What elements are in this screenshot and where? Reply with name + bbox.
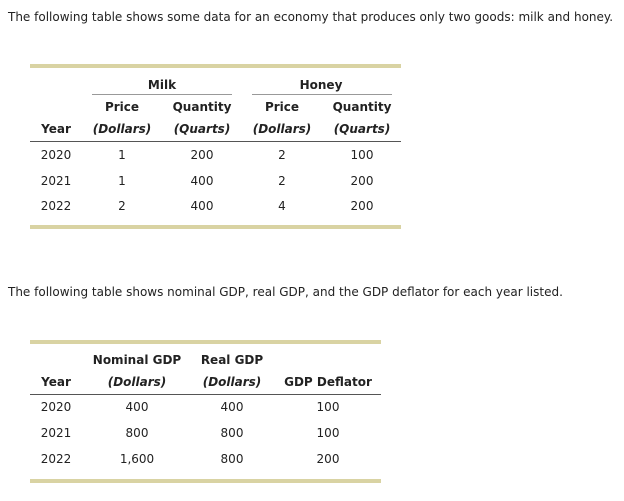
table-cell: 400 — [220, 400, 244, 414]
column-header: (Dollars) — [107, 375, 167, 389]
column-header: Real GDP — [200, 353, 264, 367]
table-cell: 100 — [350, 148, 374, 162]
column-header: Quantity — [172, 100, 232, 114]
column-header: Year — [41, 375, 71, 389]
column-header: Year — [41, 122, 71, 136]
column-header: Price — [104, 100, 140, 114]
table-cell: 2020 — [40, 400, 72, 414]
table-border — [30, 64, 401, 68]
table-cell: 800 — [125, 426, 149, 440]
table-cell: 2 — [118, 199, 126, 213]
table-cell: 200 — [350, 199, 374, 213]
table-border — [30, 479, 381, 483]
group-header: Honey — [299, 78, 343, 92]
table-cell: 2021 — [40, 426, 72, 440]
table-cell: 1 — [118, 173, 126, 188]
column-header: (Dollars) — [92, 122, 152, 136]
table-cell: 1 — [118, 148, 126, 162]
table-border — [30, 340, 381, 344]
group-rule — [92, 94, 232, 95]
table-cell: 800 — [220, 452, 244, 466]
table-cell: 2 — [278, 148, 286, 162]
table-cell: 100 — [316, 400, 340, 414]
table-cell: 2021 — [40, 173, 72, 188]
table-cell: 200 — [190, 148, 214, 162]
table-cell: 400 — [190, 199, 214, 213]
table-cell: 800 — [220, 426, 244, 440]
column-header: (Quarts) — [333, 122, 391, 136]
group-rule — [252, 94, 392, 95]
column-header: (Dollars) — [252, 122, 312, 136]
column-header: Nominal GDP — [92, 353, 182, 367]
table-cell: 4 — [278, 199, 286, 213]
table-border — [30, 225, 401, 229]
table-cell: 400 — [125, 400, 149, 414]
table-cell: 100 — [316, 426, 340, 440]
intro-text: The following table shows some data for … — [8, 10, 614, 24]
column-header: (Dollars) — [202, 375, 262, 389]
table-cell: 2022 — [40, 199, 72, 213]
column-header: (Quarts) — [173, 122, 231, 136]
table-cell: 2020 — [40, 148, 72, 162]
header-rule — [30, 394, 381, 395]
header-rule — [30, 141, 401, 142]
column-header: Quantity — [332, 100, 392, 114]
column-header: Price — [264, 100, 300, 114]
table-cell: 400 — [190, 173, 214, 188]
table-cell: 2022 — [40, 452, 72, 466]
table-cell: 200 — [350, 173, 374, 188]
group-header: Milk — [147, 78, 177, 92]
column-header: GDP Deflator — [284, 375, 372, 389]
table-cell: 1,600 — [119, 452, 155, 466]
intro-text: The following table shows nominal GDP, r… — [8, 285, 563, 299]
table-cell: 2 — [278, 173, 286, 188]
table-cell: 200 — [316, 452, 340, 466]
